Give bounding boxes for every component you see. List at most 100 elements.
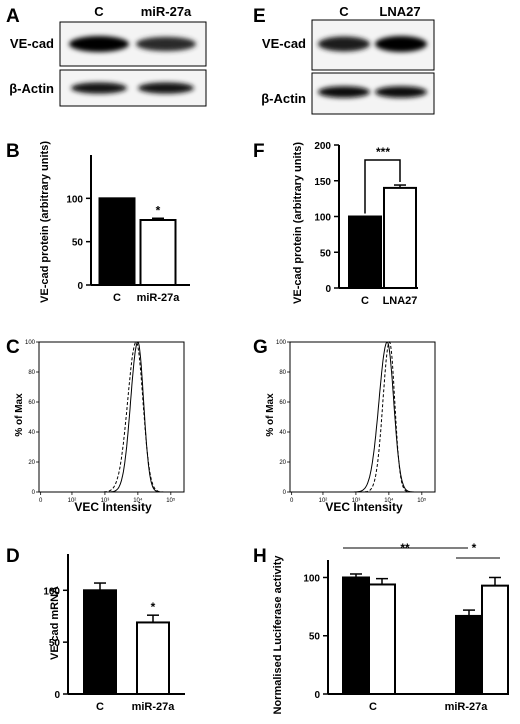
blot-band xyxy=(318,36,370,52)
y-axis-label: VE-cad protein (arbitrary units) xyxy=(292,142,304,304)
x-axis-label: VEC Intensity xyxy=(325,500,403,514)
x-tick-label: 10² xyxy=(68,498,77,504)
x-tick-label: 10² xyxy=(319,498,328,504)
blot-band xyxy=(136,36,196,52)
y-axis-label: % of Max xyxy=(14,393,25,437)
x-tick-label: 10⁴ xyxy=(384,497,394,504)
y-tick-label: 200 xyxy=(314,141,331,152)
x-tick-label: 0 xyxy=(39,498,43,504)
histogram-line xyxy=(39,341,184,493)
blot-band xyxy=(71,82,127,94)
blot-band xyxy=(69,36,129,52)
y-tick-label: 0 xyxy=(77,281,83,292)
blot-row-label: β-Actin xyxy=(261,91,306,106)
panel-label-g: G xyxy=(253,337,268,358)
y-axis-label: VE-cad protein (arbitrary units) xyxy=(39,141,51,303)
bar xyxy=(83,589,117,696)
histogram-line xyxy=(39,341,184,493)
bar-chart-h: Normalised Luciferase activity 0 50 100 C mi… xyxy=(272,541,509,715)
y-tick-label: 20 xyxy=(28,460,35,466)
plot-frame xyxy=(38,341,185,493)
bar xyxy=(342,576,370,696)
blot-row-label: VE-cad xyxy=(10,36,54,51)
y-tick-label: 0 xyxy=(314,690,320,701)
blot-lane-label: C xyxy=(94,4,104,19)
y-tick-label: 100 xyxy=(314,213,331,224)
blot-band xyxy=(318,86,370,98)
significance-marker: * xyxy=(156,203,161,217)
panel-label-d: D xyxy=(6,546,20,567)
x-tick-label: miR-27a xyxy=(445,701,489,713)
bar xyxy=(98,197,136,286)
x-tick-label: C xyxy=(361,295,369,307)
x-axis-label: VEC Intensity xyxy=(74,500,152,514)
y-tick-label: 0 xyxy=(325,284,331,295)
y-tick-label: 100 xyxy=(25,340,36,346)
y-tick-label: 60 xyxy=(279,400,286,406)
histogram-g: % of Max VEC Intensity 0 20 40 60 80 100 0 10² 1… xyxy=(265,340,436,514)
x-tick-label: 0 xyxy=(290,498,294,504)
significance-marker: * xyxy=(472,541,477,555)
y-tick-label: 100 xyxy=(66,194,83,205)
blot-band xyxy=(375,86,427,98)
x-tick-label: 10³ xyxy=(352,498,361,504)
y-tick-label: 50 xyxy=(49,638,61,649)
blot-lane-label: miR-27a xyxy=(141,4,192,19)
bar-chart-b: VE-cad protein (arbitrary units) 0 50 100 C… xyxy=(39,141,190,304)
x-tick-label: 10⁵ xyxy=(417,497,427,504)
blot-band xyxy=(138,82,194,94)
y-axis-label: VE-cad mRNA xyxy=(49,586,61,660)
histogram-c: % of Max VEC Intensity 0 20 40 60 80 100 0 10² 1… xyxy=(14,340,185,514)
panel-label-h: H xyxy=(253,546,267,567)
x-tick-label: C xyxy=(113,292,121,304)
x-tick-label: 10⁴ xyxy=(133,497,143,504)
bar-chart-d: VE-cad mRNA 0 50 100 C miR-27a * xyxy=(43,554,185,713)
y-tick-label: 100 xyxy=(303,573,320,584)
plot-frame xyxy=(289,341,436,493)
blot-lane-label: LNA27 xyxy=(379,4,420,19)
bar xyxy=(368,583,396,695)
y-tick-label: 40 xyxy=(28,430,35,436)
blot-row-label: VE-cad xyxy=(262,36,306,51)
histogram-line xyxy=(290,341,435,493)
panel-label-f: F xyxy=(253,141,265,162)
x-tick-label: LNA27 xyxy=(383,295,418,307)
blot-lane-label: C xyxy=(339,4,349,19)
bar xyxy=(136,621,170,696)
x-tick-label: 10³ xyxy=(101,498,110,504)
significance-marker: *** xyxy=(376,145,390,159)
significance-bracket xyxy=(364,159,401,214)
y-tick-label: 20 xyxy=(279,460,286,466)
panel-label-c: C xyxy=(6,337,20,358)
x-tick-label: miR-27a xyxy=(132,701,176,713)
panel-label-e: E xyxy=(253,6,266,27)
bar xyxy=(481,584,509,695)
y-tick-label: 80 xyxy=(28,370,35,376)
y-tick-label: 100 xyxy=(43,586,60,597)
bar xyxy=(383,186,417,289)
blot-panel-e: C LNA27 VE-cad β-Actin xyxy=(261,4,435,115)
y-axis-label: Normalised Luciferase activity xyxy=(272,555,284,715)
y-tick-label: 150 xyxy=(314,177,331,188)
y-tick-label: 0 xyxy=(32,490,36,496)
x-tick-label: miR-27a xyxy=(137,292,181,304)
x-tick-label: 10⁵ xyxy=(166,497,176,504)
x-tick-label: C xyxy=(96,701,104,713)
significance-marker: ** xyxy=(400,541,410,555)
bar xyxy=(348,215,382,289)
y-tick-label: 50 xyxy=(309,632,321,643)
y-tick-label: 80 xyxy=(279,370,286,376)
y-tick-label: 60 xyxy=(28,400,35,406)
panel-label-a: A xyxy=(6,6,20,27)
bar xyxy=(139,219,177,286)
bar-chart-f: VE-cad protein (arbitrary units) 0 50 100 1… xyxy=(292,141,418,307)
x-tick-label: C xyxy=(369,701,377,713)
significance-marker: * xyxy=(151,600,156,614)
y-tick-label: 100 xyxy=(276,340,287,346)
y-tick-label: 0 xyxy=(283,490,287,496)
blot-panel-a: C miR-27a VE-cad β-Actin xyxy=(9,4,207,107)
y-tick-label: 50 xyxy=(72,238,84,249)
y-tick-label: 50 xyxy=(320,248,332,259)
panel-label-b: B xyxy=(6,141,20,162)
